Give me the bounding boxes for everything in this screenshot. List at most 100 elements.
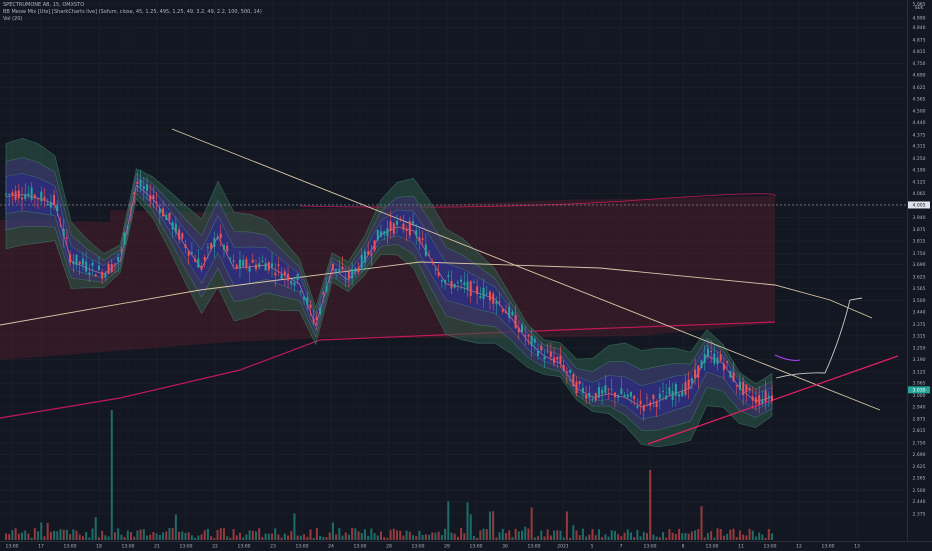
volume-bar bbox=[206, 528, 209, 540]
volume-bar bbox=[43, 536, 46, 540]
candle-body bbox=[537, 350, 540, 356]
volume-bar bbox=[553, 530, 556, 540]
candle-body bbox=[703, 353, 706, 363]
candle-body bbox=[610, 388, 613, 390]
volume-bar bbox=[155, 533, 158, 540]
price-axis[interactable] bbox=[907, 0, 932, 550]
volume-bar bbox=[386, 537, 389, 540]
candle-body bbox=[299, 290, 302, 292]
time-tick-label: 13:00 bbox=[180, 544, 193, 550]
volume-bar bbox=[280, 537, 283, 540]
candle-body bbox=[261, 260, 264, 262]
long-band-lower bbox=[0, 321, 776, 419]
price-tick-label: 3.690 bbox=[913, 262, 926, 268]
candle-body bbox=[424, 244, 427, 256]
candle-body bbox=[456, 282, 459, 283]
volume-bar bbox=[197, 535, 200, 540]
volume-bar bbox=[613, 530, 616, 540]
projection-line bbox=[775, 297, 863, 379]
trendline-down bbox=[171, 128, 881, 411]
candle-body bbox=[274, 272, 277, 276]
volume-bar bbox=[11, 530, 14, 540]
volume-bar bbox=[738, 530, 741, 540]
volume-bar bbox=[748, 528, 751, 540]
candle-body bbox=[601, 389, 604, 394]
volume-bar bbox=[713, 537, 716, 540]
volume-bar bbox=[444, 528, 447, 540]
volume-bar bbox=[521, 530, 524, 540]
volume-bar bbox=[501, 528, 504, 540]
time-tick-label: 17 bbox=[38, 544, 44, 550]
candle-body bbox=[511, 311, 514, 316]
volume-bar bbox=[537, 536, 540, 540]
candle-body bbox=[620, 388, 623, 395]
volume-bar bbox=[59, 529, 62, 540]
time-tick-label: 23 bbox=[270, 544, 276, 550]
candle-body bbox=[418, 237, 421, 242]
candle-body bbox=[194, 258, 197, 262]
volume-bar bbox=[210, 536, 213, 540]
volume-bar bbox=[639, 536, 642, 540]
volume-bar bbox=[357, 531, 360, 540]
time-tick-label: 24 bbox=[328, 544, 334, 550]
volume-bar bbox=[456, 536, 459, 540]
volume-bar bbox=[126, 530, 129, 540]
volume-bar bbox=[440, 535, 443, 540]
candle-body bbox=[533, 338, 536, 343]
volume-bar bbox=[341, 535, 344, 540]
volume-bar bbox=[129, 532, 132, 540]
volume-bar bbox=[104, 535, 107, 540]
candle-body bbox=[24, 194, 27, 200]
volume-bar bbox=[412, 535, 415, 540]
candle-body bbox=[700, 360, 703, 369]
candle-body bbox=[488, 291, 491, 301]
candle-body bbox=[168, 212, 171, 220]
candle-body bbox=[764, 390, 767, 402]
price-tick-label: 2.500 bbox=[913, 488, 926, 494]
volume-bar bbox=[751, 530, 754, 540]
candle-body bbox=[485, 293, 488, 295]
candle-body bbox=[62, 228, 65, 237]
price-tick-label: 2.565 bbox=[913, 475, 926, 481]
volume-bar bbox=[758, 532, 761, 540]
volume-bar bbox=[428, 534, 431, 540]
candle-body bbox=[56, 205, 59, 212]
candle-body bbox=[521, 324, 524, 332]
volume-bar bbox=[335, 534, 338, 540]
candle-body bbox=[585, 395, 588, 399]
time-axis[interactable] bbox=[0, 541, 932, 551]
candle-body bbox=[440, 280, 443, 282]
time-tick-label: 13:00 bbox=[122, 544, 135, 550]
candle-body bbox=[713, 353, 716, 364]
volume-bar bbox=[681, 533, 684, 540]
volume-bar bbox=[472, 535, 475, 540]
candle-body bbox=[437, 272, 440, 276]
volume-bar bbox=[303, 534, 306, 540]
candle-body bbox=[722, 363, 725, 371]
volume-bar bbox=[376, 535, 379, 540]
candle-body bbox=[415, 230, 418, 236]
time-tick-label: 11 bbox=[738, 544, 744, 550]
legend-symbol: SPECTRUMONE AB, 15, OMXSTO bbox=[3, 2, 85, 8]
volume-bar bbox=[719, 529, 722, 540]
candle-body bbox=[37, 198, 40, 200]
volume-bar bbox=[732, 528, 735, 540]
candle-body bbox=[59, 225, 62, 227]
volume-bar bbox=[678, 528, 681, 540]
price-tick-label: 4.500 bbox=[913, 109, 926, 115]
price-tick-label: 2.690 bbox=[913, 452, 926, 458]
volume-bar bbox=[646, 533, 649, 540]
volume-bar bbox=[504, 533, 507, 540]
price-tick-label: 3.750 bbox=[913, 251, 926, 257]
candle-body bbox=[530, 335, 533, 346]
candle-body bbox=[248, 267, 251, 272]
volume-bar bbox=[463, 533, 466, 540]
candle-body bbox=[235, 264, 238, 269]
candle-body bbox=[133, 192, 136, 195]
candle-body bbox=[367, 251, 370, 255]
candle-body bbox=[562, 364, 565, 371]
price-tick-label: 3.875 bbox=[913, 227, 926, 233]
candle-body bbox=[565, 371, 568, 373]
